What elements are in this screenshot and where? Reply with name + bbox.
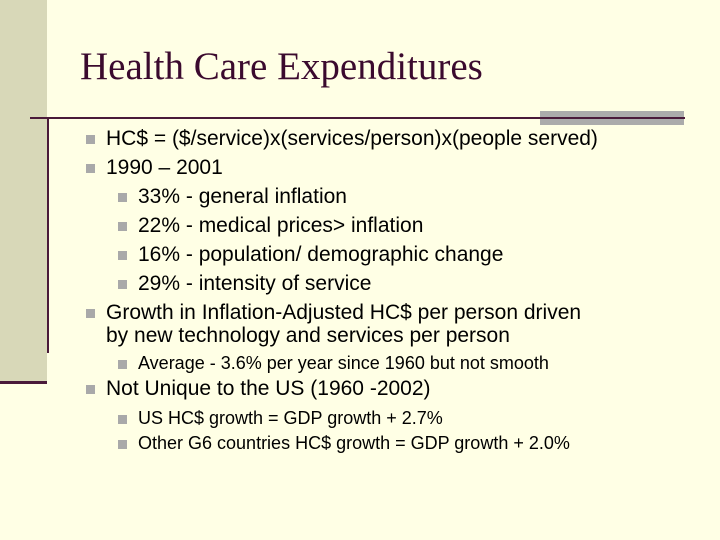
- bullet-item: Average - 3.6% per year since 1960 but n…: [138, 353, 549, 373]
- title-underline: [30, 117, 685, 119]
- square-bullet-icon: [86, 385, 95, 394]
- bullet-item: 29% - intensity of service: [138, 272, 372, 295]
- slide-title: Health Care Expenditures: [80, 45, 483, 88]
- bullet-item: 16% - population/ demographic change: [138, 243, 504, 266]
- title-underline-accent: [540, 111, 684, 125]
- bullet-item: 22% - medical prices> inflation: [138, 214, 424, 237]
- bullet-item: 1990 – 2001: [106, 156, 223, 179]
- bullet-item: Other G6 countries HC$ growth = GDP grow…: [138, 433, 570, 453]
- left-accent-bar: [0, 0, 47, 383]
- bullet-item: 33% - general inflation: [138, 185, 347, 208]
- bullet-item: Growth in Inflation-Adjusted HC$ per per…: [106, 301, 582, 324]
- bullet-item: HC$ = ($/service)x(services/person)x(peo…: [106, 127, 598, 150]
- square-bullet-icon: [118, 360, 127, 369]
- vertical-rule: [47, 118, 49, 353]
- square-bullet-icon: [118, 415, 127, 424]
- square-bullet-icon: [118, 440, 127, 449]
- bullet-item: Not Unique to the US (1960 -2002): [106, 377, 431, 400]
- square-bullet-icon: [118, 222, 127, 231]
- square-bullet-icon: [118, 280, 127, 289]
- square-bullet-icon: [86, 309, 95, 318]
- square-bullet-icon: [118, 193, 127, 202]
- square-bullet-icon: [118, 251, 127, 260]
- left-accent-underline: [0, 381, 47, 384]
- bullet-item-continuation: by new technology and services per perso…: [106, 324, 510, 347]
- bullet-item: US HC$ growth = GDP growth + 2.7%: [138, 408, 443, 428]
- square-bullet-icon: [86, 164, 95, 173]
- square-bullet-icon: [86, 135, 95, 144]
